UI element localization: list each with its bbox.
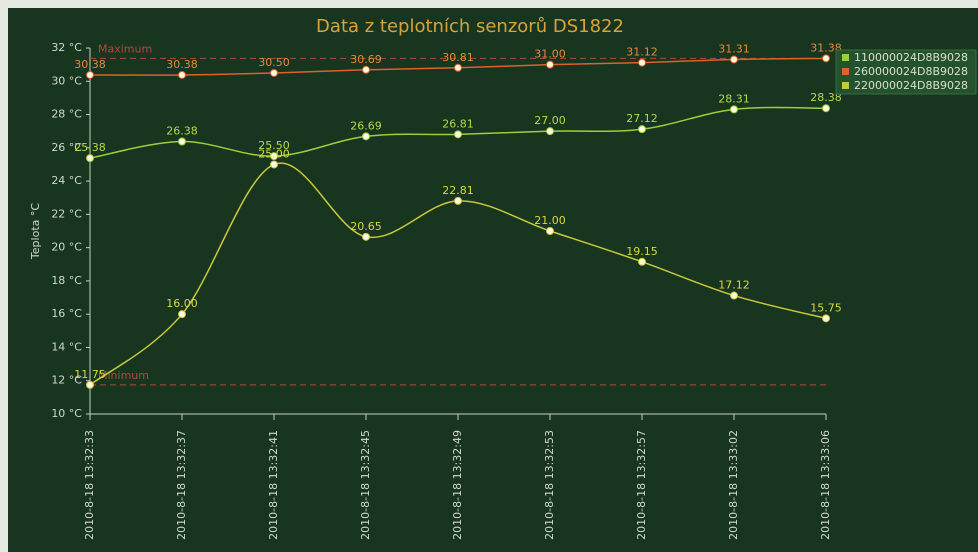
data-point bbox=[362, 232, 370, 241]
x-tick-label: 2010-8-18 13:33:06 bbox=[819, 430, 832, 540]
data-point bbox=[362, 132, 370, 141]
data-point bbox=[270, 152, 278, 161]
data-point bbox=[86, 380, 94, 389]
data-point bbox=[178, 70, 186, 79]
y-tick-label: 26 °C bbox=[51, 141, 82, 154]
data-label: 31.38 bbox=[810, 41, 842, 54]
y-tick-label: 20 °C bbox=[51, 241, 82, 254]
data-label: 26.69 bbox=[350, 119, 382, 132]
chart-title: Data z teplotních senzorů DS1822 bbox=[316, 16, 624, 37]
data-point bbox=[454, 63, 462, 72]
data-label: 25.38 bbox=[74, 141, 106, 154]
y-tick-label: 16 °C bbox=[51, 307, 82, 320]
chart-background bbox=[8, 8, 978, 552]
data-label: 27.12 bbox=[626, 112, 658, 125]
x-tick-label: 2010-8-18 13:32:41 bbox=[267, 430, 280, 540]
data-point bbox=[730, 105, 738, 114]
legend-swatch bbox=[842, 82, 849, 89]
series-line bbox=[89, 162, 827, 386]
data-point bbox=[822, 54, 830, 63]
legend-box bbox=[835, 49, 977, 95]
data-label: 11.75 bbox=[74, 368, 106, 381]
y-tick-label: 32 °C bbox=[51, 41, 82, 54]
data-point bbox=[638, 257, 646, 266]
y-tick-label: 18 °C bbox=[51, 274, 82, 287]
data-label: 28.38 bbox=[810, 91, 842, 104]
data-label: 20.65 bbox=[350, 220, 382, 233]
data-label: 30.38 bbox=[166, 58, 198, 71]
x-tick-label: 2010-8-18 13:32:57 bbox=[635, 430, 648, 540]
data-point bbox=[362, 65, 370, 74]
data-point bbox=[822, 314, 830, 323]
y-tick-label: 22 °C bbox=[51, 207, 82, 220]
legend-label: 110000024D8B9028 bbox=[854, 51, 968, 64]
x-tick-label: 2010-8-18 13:32:53 bbox=[543, 430, 556, 540]
data-label: 17.12 bbox=[718, 279, 750, 292]
data-label: 15.75 bbox=[810, 301, 842, 314]
y-tick-label: 10 °C bbox=[51, 407, 82, 420]
legend-label: 260000024D8B9028 bbox=[854, 65, 968, 78]
data-label: 31.31 bbox=[718, 42, 750, 55]
x-tick-label: 2010-8-18 13:32:45 bbox=[359, 430, 372, 540]
x-tick-label: 2010-8-18 13:32:37 bbox=[175, 430, 188, 540]
data-label: 30.50 bbox=[258, 56, 290, 69]
data-label: 28.31 bbox=[718, 92, 750, 105]
y-tick-label: 24 °C bbox=[51, 174, 82, 187]
data-label: 26.38 bbox=[166, 124, 198, 137]
x-tick-label: 2010-8-18 13:33:02 bbox=[727, 430, 740, 540]
data-label: 25.50 bbox=[258, 139, 290, 152]
data-label: 30.81 bbox=[442, 51, 474, 64]
legend-swatch bbox=[842, 54, 849, 61]
data-point bbox=[730, 291, 738, 300]
legend-label: 220000024D8B9028 bbox=[854, 79, 968, 92]
y-tick-label: 12 °C bbox=[51, 374, 82, 387]
data-label: 30.69 bbox=[350, 53, 382, 66]
data-label: 26.81 bbox=[442, 117, 474, 130]
plot-line-label: Maximum bbox=[98, 42, 152, 55]
data-point bbox=[86, 154, 94, 163]
y-axis-title: Teplota °C bbox=[29, 203, 42, 260]
data-point bbox=[454, 196, 462, 205]
y-tick-label: 30 °C bbox=[51, 74, 82, 87]
data-label: 21.00 bbox=[534, 214, 566, 227]
legend-swatch bbox=[842, 68, 849, 75]
data-point bbox=[454, 130, 462, 139]
x-tick-label: 2010-8-18 13:32:33 bbox=[83, 430, 96, 540]
y-tick-label: 14 °C bbox=[51, 340, 82, 353]
data-label: 31.12 bbox=[626, 46, 658, 59]
data-label: 25.00 bbox=[258, 147, 290, 160]
data-point bbox=[546, 127, 554, 136]
data-point bbox=[178, 310, 186, 319]
data-point bbox=[638, 125, 646, 134]
data-point bbox=[638, 58, 646, 67]
data-label: 19.15 bbox=[626, 245, 658, 258]
data-point bbox=[270, 160, 278, 169]
data-label: 22.81 bbox=[442, 184, 474, 197]
data-label: 16.00 bbox=[166, 297, 198, 310]
data-point bbox=[730, 55, 738, 64]
data-label: 30.38 bbox=[74, 58, 106, 71]
data-point bbox=[86, 70, 94, 79]
data-point bbox=[178, 137, 186, 146]
x-tick-label: 2010-8-18 13:32:49 bbox=[451, 430, 464, 540]
data-label: 31.00 bbox=[534, 48, 566, 61]
data-label: 27.00 bbox=[534, 114, 566, 127]
data-point bbox=[546, 227, 554, 235]
data-point bbox=[270, 68, 278, 77]
y-tick-label: 28 °C bbox=[51, 108, 82, 121]
data-point bbox=[822, 104, 830, 113]
data-point bbox=[546, 60, 554, 69]
